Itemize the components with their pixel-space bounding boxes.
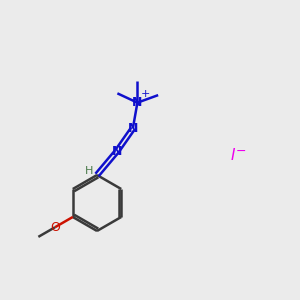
Text: N: N xyxy=(132,96,142,109)
Text: I: I xyxy=(230,148,235,164)
Text: +: + xyxy=(141,89,150,99)
Text: N: N xyxy=(128,122,138,135)
Text: H: H xyxy=(85,166,93,176)
Text: O: O xyxy=(50,221,60,234)
Text: −: − xyxy=(236,145,247,158)
Text: N: N xyxy=(112,145,122,158)
